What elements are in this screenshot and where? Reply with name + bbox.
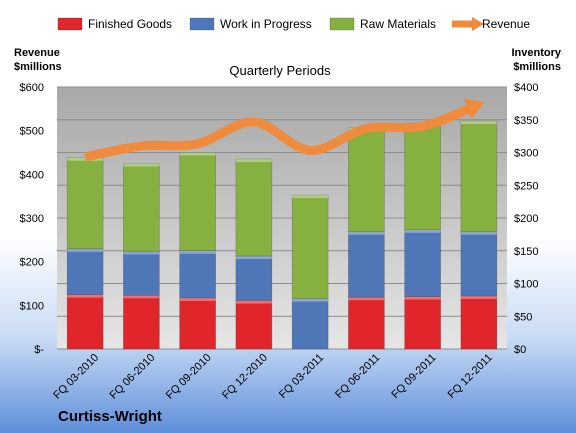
right-tick-label: $150 — [514, 246, 538, 258]
left-axis-title-line1: Revenue — [14, 47, 60, 59]
bar-highlight — [235, 159, 272, 163]
right-tick-label: $250 — [514, 180, 538, 192]
legend-swatch-finished-goods — [57, 17, 83, 31]
company-name: Curtiss-Wright — [58, 408, 162, 425]
bar-highlight — [348, 297, 385, 301]
bar-raw-materials — [404, 122, 441, 231]
right-tick-label: $400 — [514, 82, 538, 94]
legend-swatch-work-in-progress — [189, 17, 215, 31]
bar-highlight — [67, 157, 104, 161]
bar-highlight — [460, 231, 497, 235]
left-tick-label: $200 — [20, 257, 44, 269]
bar-highlight — [404, 296, 441, 300]
bar-raw-materials — [291, 194, 329, 299]
right-axis-ticks: $0 $50 $100 $150 $200 $250 $300 $350 $400 — [514, 82, 538, 356]
bar-finished-goods — [404, 296, 441, 350]
legend-swatch-raw-materials — [329, 17, 355, 31]
bar-highlight — [123, 251, 160, 255]
right-tick-label: $100 — [514, 279, 538, 291]
bar-finished-goods — [348, 296, 385, 350]
bar-highlight — [292, 195, 329, 199]
bar-highlight — [123, 295, 160, 299]
bar-work-in-progress — [66, 248, 104, 295]
right-tick-label: $300 — [514, 148, 538, 160]
legend-label-finished-goods: Finished Goods — [88, 17, 172, 31]
right-tick-label: $350 — [514, 115, 538, 127]
legend-label-work-in-progress: Work in Progress — [220, 17, 312, 31]
bar-raw-materials — [460, 120, 498, 233]
left-tick-label: $400 — [20, 169, 44, 181]
legend-label-revenue: Revenue — [482, 17, 530, 31]
bar-highlight — [67, 248, 104, 252]
bar-highlight — [179, 152, 216, 156]
bar-highlight — [460, 121, 497, 125]
left-tick-label: $500 — [20, 126, 44, 138]
left-tick-label: $100 — [20, 300, 44, 312]
bar-work-in-progress — [123, 251, 160, 296]
bar-highlight — [292, 298, 329, 302]
bar-highlight — [179, 250, 216, 254]
bar-highlight — [235, 255, 272, 259]
bar-work-in-progress — [348, 231, 385, 298]
left-axis-ticks: $- $100 $200 $300 $400 $500 $600 — [20, 82, 45, 356]
revenue-line-path — [84, 100, 481, 162]
right-tick-label: $0 — [514, 344, 526, 356]
bar-highlight — [235, 300, 272, 304]
bar-raw-materials — [179, 152, 216, 252]
bar-work-in-progress — [291, 298, 329, 350]
legend-label-raw-materials: Raw Materials — [360, 17, 436, 31]
left-tick-label: $600 — [20, 82, 44, 94]
right-axis-title-line1: Inventory — [511, 47, 561, 59]
bar-highlight — [460, 295, 497, 299]
revenue-line — [84, 98, 485, 162]
legend-arrow-revenue — [472, 17, 484, 31]
revenue-arrowhead — [463, 98, 485, 120]
bar-highlight — [404, 229, 441, 233]
right-tick-label: $50 — [514, 311, 532, 323]
bar-finished-goods — [460, 295, 498, 350]
bar-work-in-progress — [460, 231, 498, 297]
bar-finished-goods — [235, 300, 273, 350]
bar-work-in-progress — [179, 250, 216, 299]
left-tick-label: $300 — [20, 213, 44, 225]
bar-work-in-progress — [235, 255, 273, 301]
bar-raw-materials — [66, 157, 104, 250]
bar-raw-materials — [123, 163, 160, 252]
bar-highlight — [179, 297, 216, 301]
left-tick-label: $- — [34, 344, 44, 356]
legend: Finished Goods Work in Progress Raw Materi… — [57, 17, 530, 31]
right-tick-label: $200 — [514, 213, 538, 225]
bar-work-in-progress — [404, 229, 441, 297]
bar-raw-materials — [348, 127, 385, 233]
bar-highlight — [67, 294, 104, 298]
bars — [66, 120, 498, 350]
bar-finished-goods — [66, 294, 104, 350]
chart-subtitle: Quarterly Periods — [229, 63, 331, 78]
bar-finished-goods — [123, 294, 160, 350]
right-axis-title-line2: $millions — [513, 61, 561, 73]
bar-finished-goods — [179, 297, 216, 350]
bar-highlight — [348, 231, 385, 235]
left-axis-title-line2: $millions — [14, 61, 62, 73]
bar-highlight — [123, 163, 160, 167]
bar-raw-materials — [235, 158, 273, 257]
